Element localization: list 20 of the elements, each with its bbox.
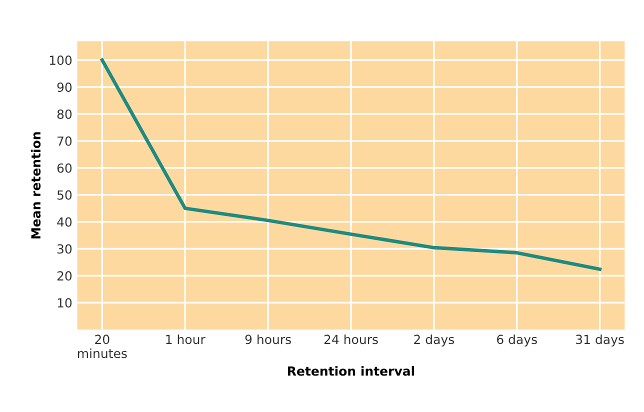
x-tick-label: 24 hours <box>324 334 378 344</box>
x-axis-title: Retention interval <box>288 366 414 376</box>
y-tick-label: 30 <box>57 244 72 254</box>
x-tick-label: 31 days <box>576 334 624 347</box>
y-tick-label: 10 <box>58 298 72 308</box>
y-tick-label: 60 <box>57 163 72 173</box>
y-tick-label: 90 <box>57 82 72 92</box>
y-tick-label: 50 <box>57 190 72 200</box>
line-series <box>100 58 602 271</box>
x-tick-label: 1 hour <box>166 334 206 344</box>
x-tick-label: 20 minutes <box>78 334 127 358</box>
y-tick-label: 70 <box>58 136 72 146</box>
y-tick-label: 80 <box>57 109 72 119</box>
y-axis-title: Mean retention <box>30 132 41 238</box>
x-tick-label: 6 days <box>497 334 537 347</box>
x-tick-label: 9 hours <box>245 334 291 344</box>
y-tick-label: 40 <box>57 217 72 227</box>
y-tick-label: 20 <box>57 271 72 281</box>
y-tick-label: 100 <box>50 56 72 65</box>
x-tick-label: 2 days <box>414 334 454 347</box>
